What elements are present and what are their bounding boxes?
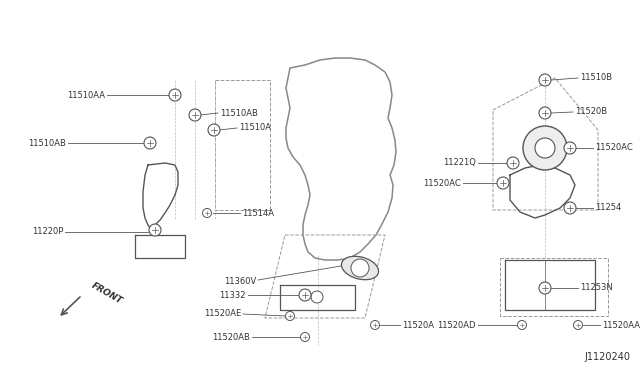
Text: 11253N: 11253N bbox=[580, 283, 612, 292]
Circle shape bbox=[149, 224, 161, 236]
Text: 11520AB: 11520AB bbox=[212, 333, 250, 341]
Circle shape bbox=[523, 126, 567, 170]
Text: 11520AE: 11520AE bbox=[204, 310, 241, 318]
Text: 11510A: 11510A bbox=[239, 124, 271, 132]
Circle shape bbox=[285, 311, 294, 321]
Circle shape bbox=[535, 138, 555, 158]
Circle shape bbox=[299, 289, 311, 301]
Text: 11520A: 11520A bbox=[402, 321, 434, 330]
Text: 11520AC: 11520AC bbox=[423, 179, 461, 187]
Text: 11221Q: 11221Q bbox=[443, 158, 476, 167]
Circle shape bbox=[169, 89, 181, 101]
Circle shape bbox=[311, 291, 323, 303]
Circle shape bbox=[539, 282, 551, 294]
Text: 11510AB: 11510AB bbox=[220, 109, 258, 118]
Text: 11220P: 11220P bbox=[31, 228, 63, 237]
Circle shape bbox=[539, 74, 551, 86]
Circle shape bbox=[564, 202, 576, 214]
Circle shape bbox=[507, 157, 519, 169]
Circle shape bbox=[564, 142, 576, 154]
Text: 11514A: 11514A bbox=[242, 208, 274, 218]
Circle shape bbox=[371, 321, 380, 330]
Text: FRONT: FRONT bbox=[90, 280, 124, 305]
Text: 11510AB: 11510AB bbox=[28, 138, 66, 148]
Circle shape bbox=[144, 137, 156, 149]
Circle shape bbox=[573, 321, 582, 330]
Text: 11360V: 11360V bbox=[224, 276, 256, 285]
Text: 11520AC: 11520AC bbox=[595, 144, 633, 153]
Circle shape bbox=[539, 107, 551, 119]
Text: 11520AA: 11520AA bbox=[602, 321, 640, 330]
Ellipse shape bbox=[341, 256, 379, 280]
Text: 11254: 11254 bbox=[595, 203, 621, 212]
Text: 11510B: 11510B bbox=[580, 74, 612, 83]
Text: 11510AA: 11510AA bbox=[67, 90, 105, 99]
Text: 11520B: 11520B bbox=[575, 108, 607, 116]
Circle shape bbox=[497, 177, 509, 189]
Circle shape bbox=[208, 124, 220, 136]
Text: J1120240: J1120240 bbox=[584, 352, 630, 362]
Circle shape bbox=[518, 321, 527, 330]
Text: 11332: 11332 bbox=[220, 291, 246, 299]
Circle shape bbox=[202, 208, 211, 218]
Circle shape bbox=[301, 333, 310, 341]
Text: 11520AD: 11520AD bbox=[438, 321, 476, 330]
Circle shape bbox=[351, 259, 369, 277]
Circle shape bbox=[189, 109, 201, 121]
